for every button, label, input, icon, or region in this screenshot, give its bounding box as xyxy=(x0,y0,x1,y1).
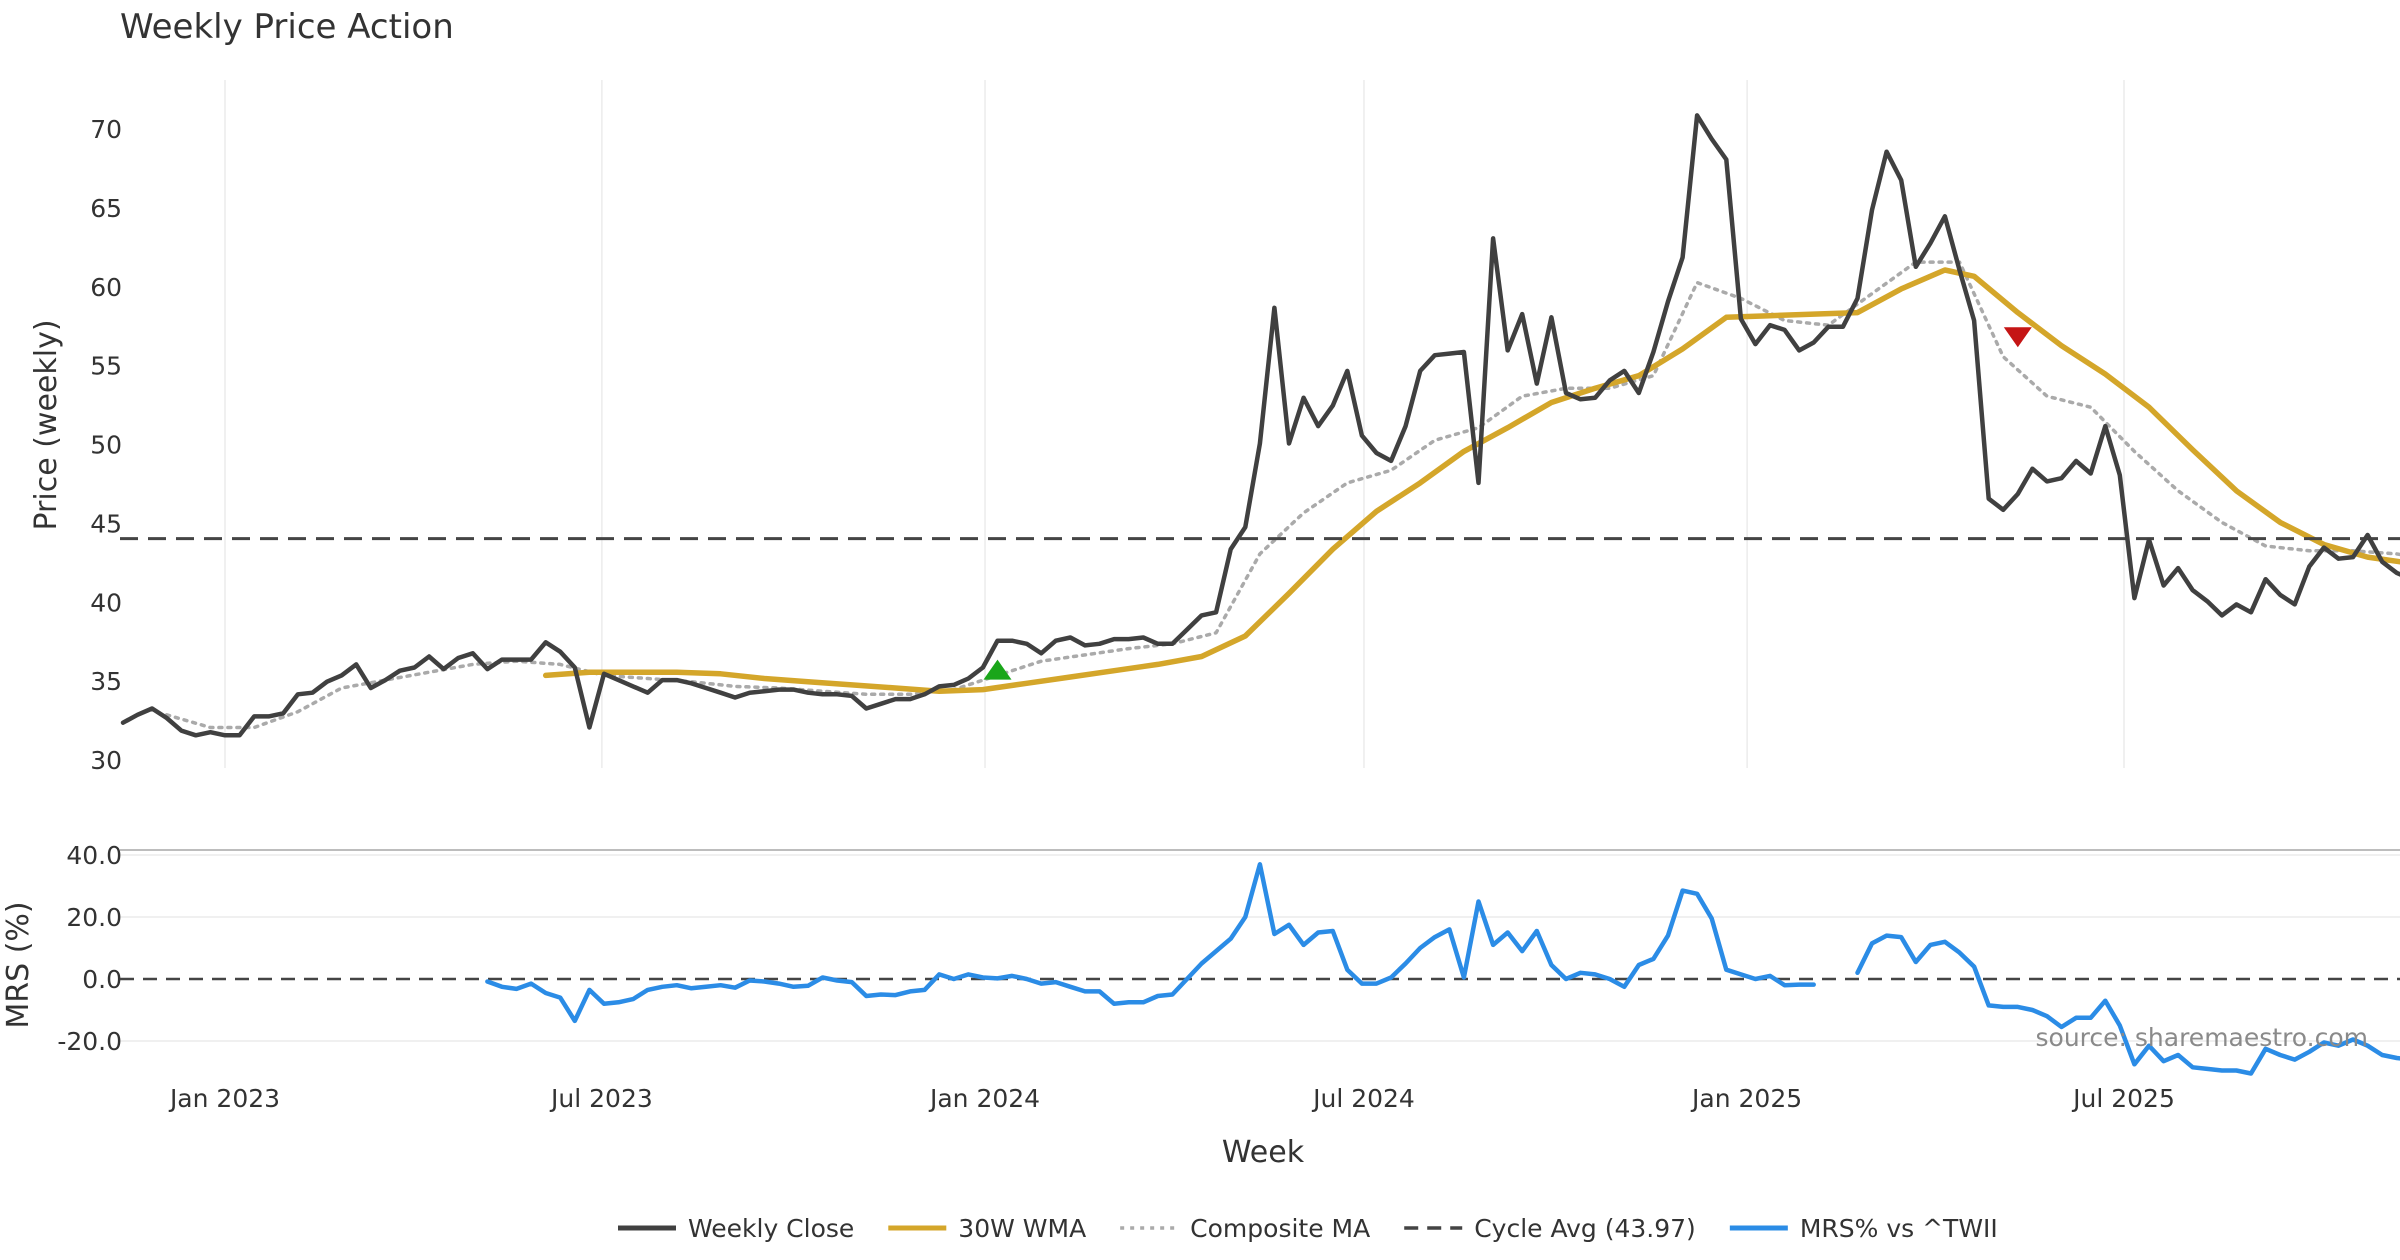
mrs-y-axis-label: MRS (%) xyxy=(1,901,36,1028)
weekly-close-line xyxy=(120,113,2400,738)
watermark: source: sharemaestro.com xyxy=(2036,1023,2369,1052)
legend-item: Weekly Close xyxy=(618,1214,854,1243)
buy-signal-marker xyxy=(983,659,1012,680)
composite-ma-line xyxy=(164,260,2400,730)
price-series xyxy=(120,113,2400,738)
price-y-tick-label: 30 xyxy=(90,746,122,775)
legend-item: 30W WMA xyxy=(888,1214,1086,1243)
mrs-line xyxy=(485,862,1816,1024)
x-tick-label: Jan 2025 xyxy=(1690,1084,1802,1113)
x-tick-label: Jul 2023 xyxy=(549,1084,653,1113)
legend-item: Cycle Avg (43.97) xyxy=(1404,1214,1696,1243)
legend-label: MRS% vs ^TWII xyxy=(1800,1214,1998,1243)
mrs-series xyxy=(120,862,2400,1076)
30w-wma-line xyxy=(542,267,2400,694)
mrs-y-tick-label: -20.0 xyxy=(57,1027,122,1056)
mrs-grid xyxy=(120,854,2400,1042)
legend-label: Cycle Avg (43.97) xyxy=(1474,1214,1696,1243)
signal-markers xyxy=(983,327,2032,680)
mrs-y-tick-label: 20.0 xyxy=(66,903,122,932)
price-y-tick-labels: 30 35 40 45 50 55 60 65 70 xyxy=(90,115,122,775)
legend: Weekly Close 30W WMA Composite MA Cycle Avg… xyxy=(618,1214,1998,1243)
x-tick-labels: Jan 2023 Jul 2023 Jan 2024 Jul 2024 Jan 2025… xyxy=(168,1084,2175,1113)
legend-label: Weekly Close xyxy=(688,1214,854,1243)
chart-title: Weekly Price Action xyxy=(120,7,454,47)
x-tick-label: Jan 2023 xyxy=(168,1084,280,1113)
mrs-panel: 40.0 20.0 0.0 -20.0 MRS (%) source: sharema… xyxy=(1,841,2400,1076)
price-grid xyxy=(224,80,2125,768)
legend-label: Composite MA xyxy=(1190,1214,1370,1243)
x-tick-label: Jul 2024 xyxy=(1311,1084,1415,1113)
price-y-axis-label: Price (weekly) xyxy=(29,319,64,530)
price-y-tick-label: 50 xyxy=(90,431,122,460)
price-panel: 30 35 40 45 50 55 60 65 70 Price (weekly) xyxy=(29,80,2400,775)
price-y-tick-label: 65 xyxy=(90,194,122,223)
price-y-tick-label: 40 xyxy=(90,588,122,617)
legend-item: Composite MA xyxy=(1120,1214,1370,1243)
mrs-line xyxy=(1855,933,2400,1076)
price-y-tick-label: 60 xyxy=(90,273,122,302)
x-axis-label: Week xyxy=(1222,1135,1305,1170)
mrs-y-tick-label: 0.0 xyxy=(82,965,122,994)
legend-label: 30W WMA xyxy=(958,1214,1086,1243)
x-tick-label: Jul 2025 xyxy=(2071,1084,2175,1113)
mrs-y-tick-labels: 40.0 20.0 0.0 -20.0 xyxy=(57,841,122,1056)
legend-item: MRS% vs ^TWII xyxy=(1729,1214,1998,1243)
x-tick-label: Jan 2024 xyxy=(928,1084,1040,1113)
price-y-tick-label: 35 xyxy=(90,667,122,696)
sell-signal-marker xyxy=(2003,327,2032,348)
mrs-y-tick-label: 40.0 xyxy=(66,841,122,870)
price-y-tick-label: 45 xyxy=(90,509,122,538)
price-y-tick-label: 70 xyxy=(90,115,122,144)
price-y-tick-label: 55 xyxy=(90,352,122,381)
